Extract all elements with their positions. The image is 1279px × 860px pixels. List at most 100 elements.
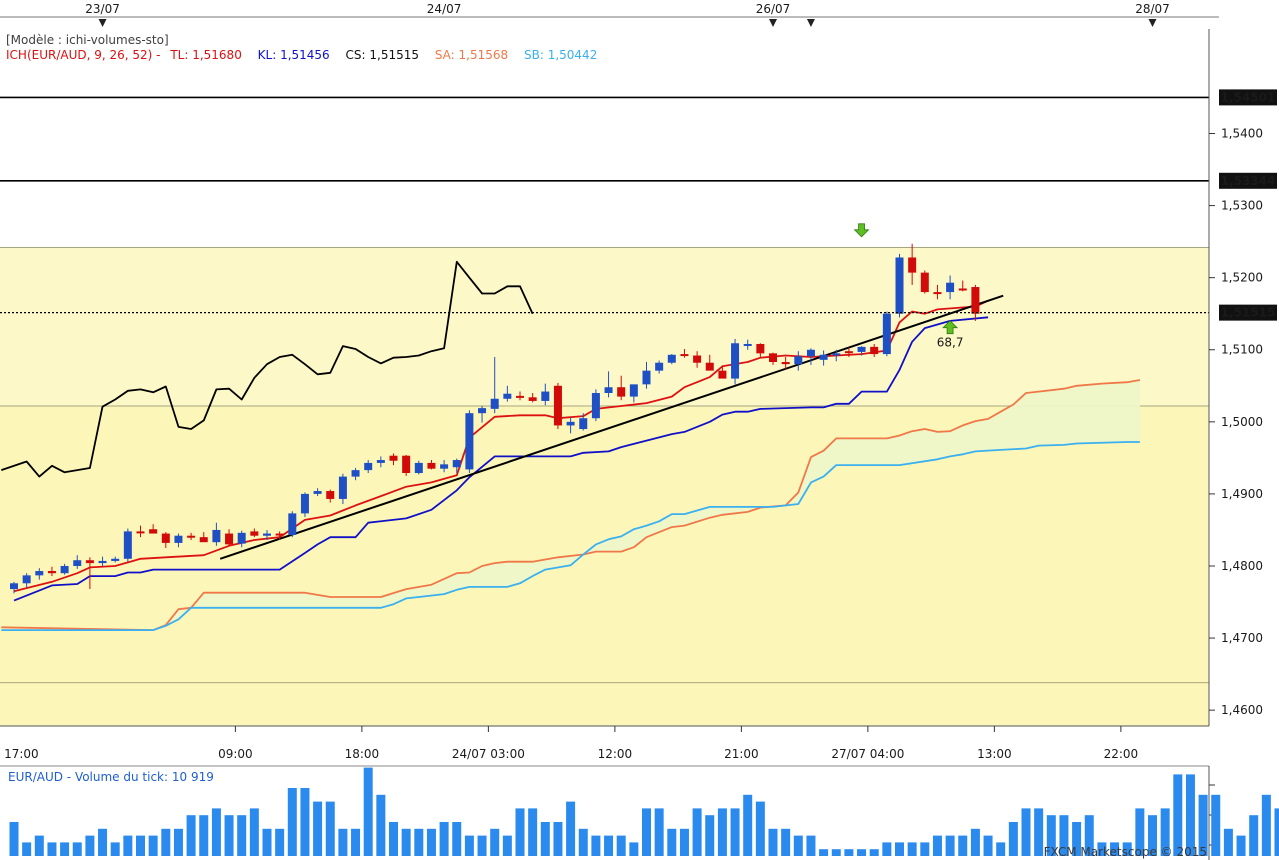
volume-bar <box>578 828 588 856</box>
candle-body-up <box>857 346 866 352</box>
price-tick-label: 1,4900 <box>1221 487 1263 501</box>
volume-bar <box>72 842 82 856</box>
volume-bar <box>98 828 108 856</box>
kijun-line <box>13 316 989 602</box>
candle <box>174 533 183 548</box>
candle <box>161 532 170 548</box>
candle <box>212 522 221 546</box>
candle-body-up <box>237 532 246 544</box>
volume-bar <box>932 835 942 856</box>
candle-body-up <box>541 391 550 401</box>
candle-body-up <box>882 313 891 355</box>
volume-bar <box>34 835 44 856</box>
volume-bar <box>844 849 854 856</box>
candle-body-up <box>212 529 221 543</box>
volume-bar <box>717 808 727 856</box>
candle-body-up <box>642 370 651 385</box>
volume-bar <box>275 828 285 856</box>
volume-bar <box>730 808 740 856</box>
volume-bar <box>1008 822 1018 856</box>
legend-model: [Modèle : ichi-volumes-sto] <box>6 33 169 47</box>
volume-bar <box>300 788 310 856</box>
candle <box>743 339 752 350</box>
candle-body-up <box>946 282 955 293</box>
volume-bar <box>186 815 196 856</box>
volume-bar <box>237 815 247 856</box>
volume-bar <box>439 822 449 856</box>
candle-body-up <box>364 462 373 471</box>
sell-arrow-icon <box>853 223 870 238</box>
volume-bar <box>249 808 259 856</box>
candle-body-up <box>604 387 613 393</box>
candle-body-down <box>553 385 562 426</box>
volume-bar <box>768 828 778 856</box>
candle-body-up <box>414 462 423 474</box>
volume-bar <box>642 808 651 856</box>
candle-body-up <box>591 392 600 419</box>
volume-bar <box>907 842 917 856</box>
volume-bar <box>414 828 424 856</box>
candle-body-down <box>933 292 942 295</box>
candle <box>591 389 600 422</box>
candle <box>629 384 638 403</box>
volume-bar <box>958 835 968 856</box>
candle <box>250 528 259 538</box>
candle-body-down <box>781 362 790 365</box>
candle-body-down <box>705 362 714 371</box>
volume-bar <box>1185 774 1195 856</box>
volume-bar <box>85 835 95 856</box>
volume-bar <box>920 842 930 856</box>
volume-bar <box>452 822 462 856</box>
volume-bar <box>705 815 715 856</box>
level-price-box-1: 1,53344 <box>1219 172 1277 189</box>
candle <box>414 460 423 475</box>
volume-bar <box>1148 815 1157 856</box>
time-tick-label: 22:00 <box>1104 747 1139 761</box>
signal-shape <box>853 223 870 238</box>
candle <box>149 524 158 534</box>
candle-body-up <box>832 353 841 356</box>
volume-bar <box>136 835 145 856</box>
candle-body-down <box>844 351 853 354</box>
candle <box>364 460 373 474</box>
volume-bar <box>528 808 538 856</box>
candle <box>376 456 385 468</box>
volume-bar <box>325 801 335 856</box>
top-date-label: 26/07 <box>756 2 791 16</box>
candle-body-up <box>35 571 44 576</box>
top-date-label: 24/07 <box>427 2 462 16</box>
price-axis-bg <box>1209 29 1279 766</box>
senkou-a-line <box>1 379 1141 631</box>
top-date-label: 23/07 <box>85 2 120 16</box>
candle-body-down <box>250 531 259 536</box>
candle <box>933 284 942 300</box>
volume-bar <box>1034 808 1044 856</box>
candle <box>288 511 297 538</box>
candle-body-down <box>693 355 702 363</box>
volume-bar <box>148 835 158 856</box>
volume-bar <box>1211 794 1221 856</box>
candle <box>857 346 866 356</box>
volume-bar <box>629 842 639 856</box>
candle <box>566 417 575 434</box>
candle <box>693 351 702 368</box>
chikou-line <box>1 260 534 478</box>
volume-bar <box>1084 815 1094 856</box>
volume-bar <box>1236 835 1246 856</box>
candle-body-up <box>174 535 183 543</box>
candle-body-up <box>376 460 385 463</box>
volume-bar <box>831 849 841 856</box>
candle-body-down <box>85 560 94 564</box>
volume-bar <box>806 835 816 856</box>
candle <box>300 492 309 517</box>
candle <box>769 352 777 365</box>
volume-bar <box>755 801 765 856</box>
volume-bar <box>211 808 221 856</box>
candle-body-up <box>111 558 120 561</box>
candle <box>60 563 69 575</box>
candle <box>98 556 107 566</box>
volume-bar <box>1110 842 1120 856</box>
signal-label: 68,7 <box>937 336 964 350</box>
candle-body-up <box>60 565 69 574</box>
candle-body-down <box>275 533 284 536</box>
